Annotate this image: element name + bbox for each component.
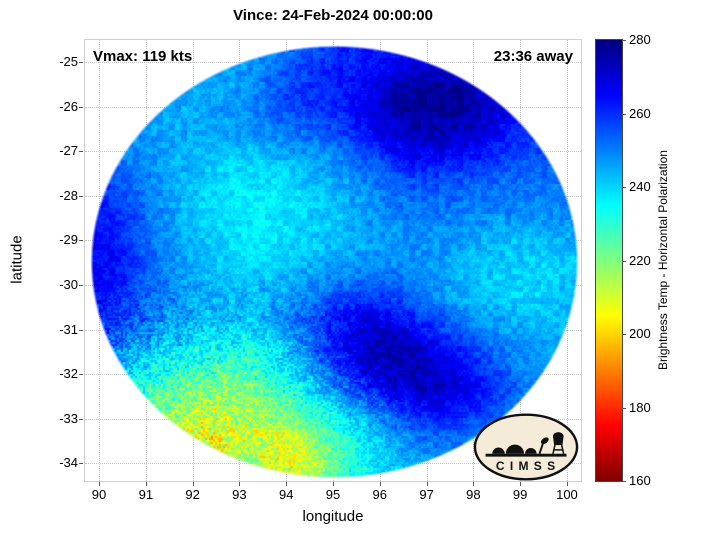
colorbar-tick-mark	[622, 407, 626, 409]
x-tick-mark	[99, 482, 101, 486]
colorbar-tick-mark	[622, 113, 626, 115]
colorbar-tick-label: 180	[629, 399, 651, 415]
time-away-annotation: 23:36 away	[493, 48, 573, 65]
x-tick-label: 93	[232, 487, 247, 502]
x-tick-label: 99	[512, 487, 528, 502]
colorbar-tick-mark	[622, 481, 626, 482]
y-tick-label: -26	[59, 98, 78, 114]
colorbar-tick-label: 260	[629, 105, 651, 121]
cimss-logo-text: C I M S S	[496, 459, 556, 473]
plot-title: Vince: 24-Feb-2024 00:00:00	[233, 7, 433, 24]
y-tick-mark	[79, 195, 83, 197]
y-axis-label: latitude	[8, 235, 26, 284]
cimss-logo: C I M S S	[473, 413, 579, 481]
colorbar	[595, 39, 623, 482]
y-tick-label: -32	[59, 366, 78, 382]
y-axis-label-wrap: latitude	[4, 39, 30, 480]
y-tick-mark	[79, 418, 83, 420]
y-tick-mark	[79, 240, 83, 242]
x-tick-label: 91	[138, 487, 154, 502]
x-tick-mark	[520, 482, 522, 486]
colorbar-tick-label: 280	[629, 32, 651, 47]
x-tick-mark	[566, 482, 568, 486]
y-tick-mark	[79, 285, 83, 286]
y-tick-mark	[79, 374, 83, 376]
colorbar-tick-mark	[622, 187, 626, 188]
x-tick-mark	[286, 482, 288, 486]
cimss-logo-circle	[473, 413, 579, 481]
colorbar-tick-label: 240	[629, 179, 651, 194]
x-tick-label: 97	[419, 487, 434, 502]
y-tick-label: -34	[59, 455, 78, 471]
y-tick-mark	[79, 106, 83, 108]
colorbar-tick-label: 200	[629, 326, 651, 341]
satellite-image	[85, 40, 581, 481]
x-axis-label: longitude	[302, 508, 364, 525]
y-tick-label: -30	[59, 277, 78, 292]
x-tick-label: 98	[466, 487, 481, 502]
y-tick-label: -31	[59, 321, 78, 337]
colorbar-tick-mark	[622, 334, 626, 335]
y-tick-label: -25	[59, 54, 78, 70]
x-tick-mark	[333, 482, 334, 486]
y-tick-label: -28	[59, 187, 78, 203]
x-tick-mark	[426, 482, 428, 486]
y-tick-label: -27	[59, 143, 78, 159]
x-tick-label: 90	[91, 487, 107, 502]
x-tick-label: 96	[372, 487, 388, 502]
x-tick-mark	[239, 482, 241, 486]
y-tick-mark	[79, 463, 83, 465]
x-tick-mark	[379, 482, 381, 486]
plot-area: Vmax: 119 kts 23:36 away C I M S S	[84, 39, 582, 482]
colorbar-tick-mark	[622, 260, 626, 262]
colorbar-tick-mark	[622, 40, 626, 41]
x-tick-label: 100	[556, 487, 578, 502]
x-tick-mark	[473, 482, 475, 486]
x-tick-mark	[145, 482, 147, 486]
x-tick-label: 94	[278, 487, 294, 502]
y-tick-label: -33	[59, 410, 78, 426]
water-tower-icon	[552, 432, 565, 454]
y-tick-mark	[79, 329, 83, 331]
y-tick-label: -29	[59, 232, 78, 248]
y-tick-mark	[79, 62, 83, 64]
x-tick-label: 95	[325, 487, 341, 502]
vmax-annotation: Vmax: 119 kts	[93, 48, 193, 65]
colorbar-tick-label: 160	[629, 473, 651, 488]
x-tick-mark	[192, 482, 194, 486]
y-tick-mark	[79, 151, 83, 153]
colorbar-tick-label: 220	[629, 252, 651, 268]
observatory-silhouette-icon	[485, 437, 567, 457]
x-tick-label: 92	[185, 487, 200, 502]
